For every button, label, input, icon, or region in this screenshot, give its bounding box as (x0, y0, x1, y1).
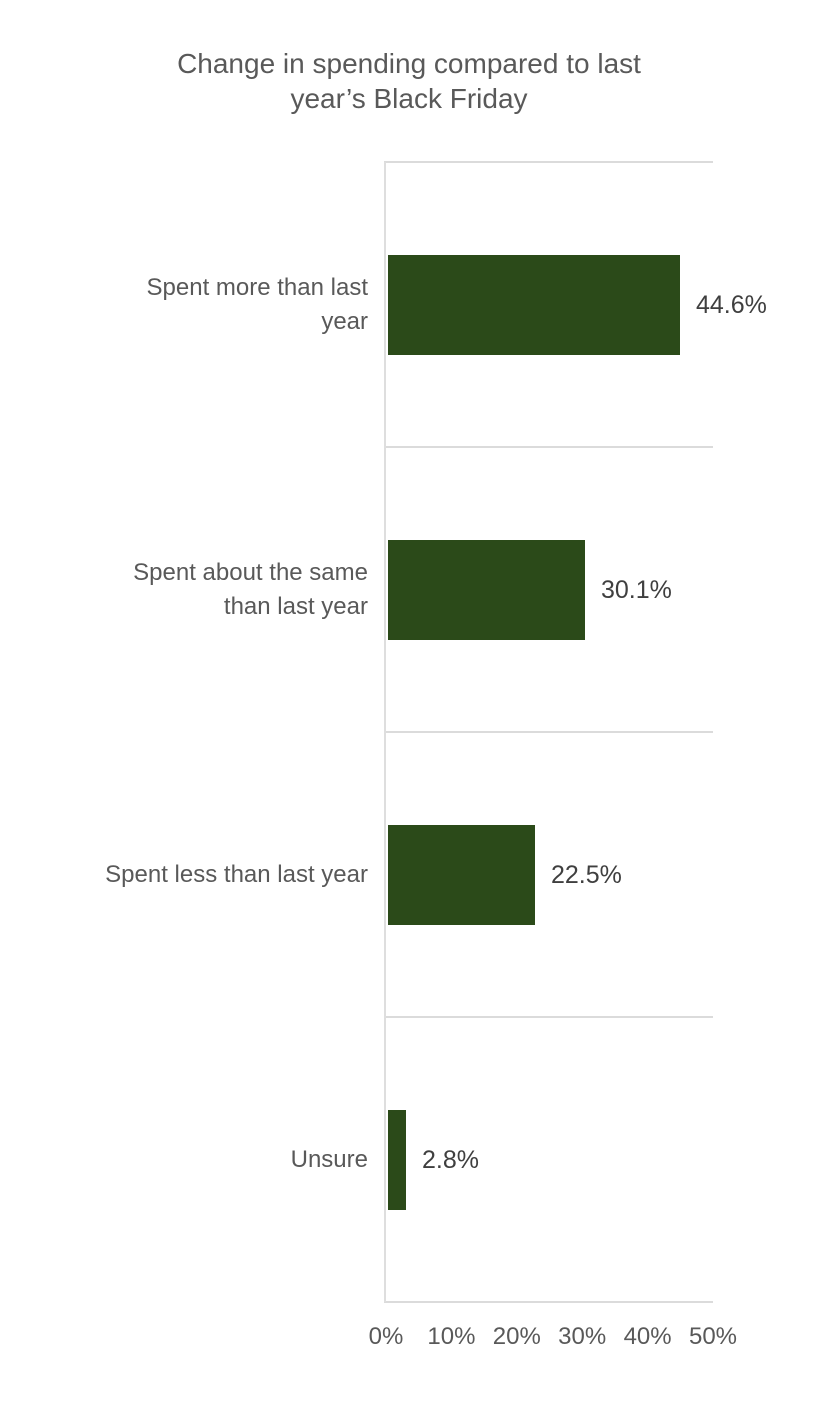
category-label-line: than last year (223, 592, 368, 620)
category-label-line: Unsure (290, 1145, 368, 1173)
value-label: 2.8% (422, 1145, 479, 1174)
x-tick-label: 10% (427, 1323, 476, 1350)
x-tick-label: 20% (492, 1323, 541, 1350)
category-label-line: Spent about the same (133, 558, 368, 586)
y-axis-line (384, 162, 386, 1302)
category-label-line: Spent less than last year (105, 860, 368, 888)
bar (388, 254, 680, 355)
gridline (384, 161, 713, 163)
chart-title-line-1: Change in spending compared to last (177, 48, 641, 79)
x-tick-label: 50% (688, 1323, 738, 1350)
gridline (384, 731, 713, 733)
category-label: Spent about the same than last year (40, 556, 368, 624)
x-tick-label: 0% (368, 1323, 404, 1350)
chart-title: Change in spending compared to last year… (0, 46, 818, 116)
bar (388, 1109, 406, 1210)
value-label: 44.6% (696, 290, 767, 319)
bar (388, 539, 585, 640)
category-label-line: Spent more than last (146, 273, 368, 301)
category-label: Spent less than last year (40, 858, 368, 892)
x-tick-label: 40% (623, 1323, 672, 1350)
gridline (384, 1016, 713, 1018)
category-label: Unsure (40, 1143, 368, 1177)
category-label: Spent more than last year (40, 271, 368, 339)
chart-title-line-2: year’s Black Friday (290, 83, 528, 114)
bar (388, 824, 535, 925)
value-label: 30.1% (601, 575, 672, 604)
value-label: 22.5% (551, 860, 622, 889)
x-tick-label: 30% (558, 1323, 607, 1350)
gridline (384, 446, 713, 448)
x-axis-line (384, 1301, 713, 1303)
category-label-line: year (321, 307, 368, 335)
